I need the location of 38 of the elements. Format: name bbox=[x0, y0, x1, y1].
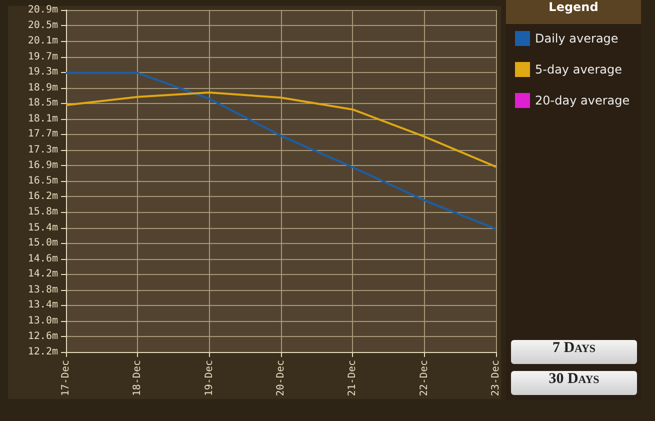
y-tick-label: 12.6m bbox=[28, 330, 58, 342]
y-tick-label: 20.5m bbox=[28, 20, 58, 32]
y-tick-label: 13.4m bbox=[28, 300, 58, 311]
button: 7 Days bbox=[511, 340, 637, 364]
y-tick-label: 20.1m bbox=[28, 36, 58, 47]
y-tick-label: 15.4m bbox=[28, 222, 58, 234]
y-tick-label: 16.5m bbox=[28, 176, 58, 186]
y-tick-label: 20.9m bbox=[28, 4, 58, 16]
line-series bbox=[65, 72, 497, 230]
y-tick-label: 15.0m bbox=[28, 238, 58, 249]
x-tick-label: 18-Dec bbox=[132, 360, 144, 396]
y-tick-label: 13.0m bbox=[28, 315, 58, 326]
y-tick-label: 18.1m bbox=[28, 113, 58, 124]
x-tick-label: 17-Dec bbox=[60, 360, 72, 396]
x-tick-label: 23-Dec bbox=[490, 360, 502, 396]
y-tick-label: 14.2m bbox=[28, 268, 58, 280]
y-tick-label: 13.8m bbox=[28, 284, 58, 296]
line-series bbox=[65, 92, 497, 168]
y-tick-label: 18.5m bbox=[28, 98, 58, 109]
x-tick-label: 19-Dec bbox=[204, 360, 215, 396]
legend-label: 5-day average bbox=[535, 62, 622, 76]
y-tick-label: 16.9m bbox=[28, 160, 58, 172]
y-tick-label: 12.2m bbox=[28, 346, 58, 358]
y-tick-label: 19.3m bbox=[28, 66, 58, 78]
y-tick-label: 17.3m bbox=[28, 144, 58, 156]
legend-title: Legend bbox=[506, 0, 641, 24]
legend-label: Daily average bbox=[535, 32, 618, 46]
y-tick-label: 17.7m bbox=[28, 128, 58, 140]
y-tick-label: 15.8m bbox=[28, 206, 58, 218]
y-tick-label: 14.6m bbox=[28, 253, 58, 264]
x-tick-label: 20-Dec bbox=[276, 360, 286, 396]
y-tick-label: 16.2m bbox=[28, 191, 58, 202]
y-tick-label: 18.9m bbox=[28, 82, 58, 94]
y-tick-label: 19.7m bbox=[28, 51, 58, 62]
legend-label: 20-day average bbox=[535, 94, 630, 108]
x-tick-label: 21-Dec bbox=[347, 360, 358, 396]
x-tick-label: 22-Dec bbox=[418, 360, 430, 396]
button: 30 Days bbox=[511, 371, 637, 395]
